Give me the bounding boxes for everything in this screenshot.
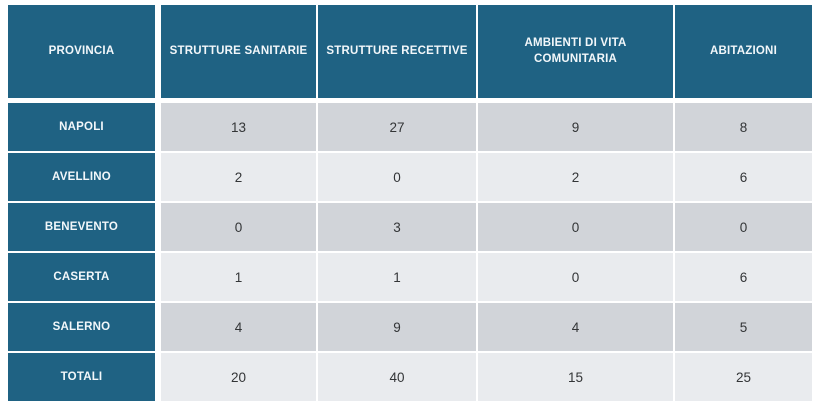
- value-cell: 15: [478, 353, 673, 401]
- value-cell: 9: [478, 103, 673, 151]
- value-cell: 20: [161, 353, 316, 401]
- header-label: STRUTTURE SANITARIE: [169, 44, 308, 57]
- value-cell: 3: [318, 203, 476, 251]
- row-label-napoli: NAPOLI: [8, 103, 159, 151]
- value-cell: 4: [478, 303, 673, 351]
- value-cell: 0: [318, 153, 476, 201]
- row-label-totali: TOTALI: [8, 353, 159, 401]
- value-cell: 5: [675, 303, 812, 351]
- value-cell: 0: [478, 253, 673, 301]
- header-label: AMBIENTI DI VITA COMUNITARIA: [524, 36, 627, 65]
- header-cell-strutture-recettive: STRUTTURE RECETTIVE: [318, 5, 476, 101]
- header-label: ABITAZIONI: [710, 44, 777, 57]
- value-cell: 2: [478, 153, 673, 201]
- row-label-benevento: BENEVENTO: [8, 203, 159, 251]
- header-cell-ambienti-di-vita-comunitaria: AMBIENTI DI VITA COMUNITARIA: [478, 5, 673, 101]
- header-label: PROVINCIA: [48, 44, 115, 57]
- value-cell: 0: [675, 203, 812, 251]
- province-data-table: PROVINCIA STRUTTURE SANITARIE STRUTTURE …: [8, 5, 812, 401]
- value-cell: 40: [318, 353, 476, 401]
- header-cell-provincia: PROVINCIA: [8, 5, 159, 101]
- row-label-avellino: AVELLINO: [8, 153, 159, 201]
- value-cell: 1: [318, 253, 476, 301]
- value-cell: 2: [161, 153, 316, 201]
- value-cell: 6: [675, 253, 812, 301]
- value-cell: 9: [318, 303, 476, 351]
- value-cell: 0: [478, 203, 673, 251]
- value-cell: 25: [675, 353, 812, 401]
- value-cell: 1: [161, 253, 316, 301]
- value-cell: 27: [318, 103, 476, 151]
- header-cell-strutture-sanitarie: STRUTTURE SANITARIE: [161, 5, 316, 101]
- value-cell: 0: [161, 203, 316, 251]
- value-cell: 6: [675, 153, 812, 201]
- header-cell-abitazioni: ABITAZIONI: [675, 5, 812, 101]
- row-label-caserta: CASERTA: [8, 253, 159, 301]
- value-cell: 8: [675, 103, 812, 151]
- header-label: STRUTTURE RECETTIVE: [326, 44, 468, 57]
- value-cell: 4: [161, 303, 316, 351]
- row-label-salerno: SALERNO: [8, 303, 159, 351]
- value-cell: 13: [161, 103, 316, 151]
